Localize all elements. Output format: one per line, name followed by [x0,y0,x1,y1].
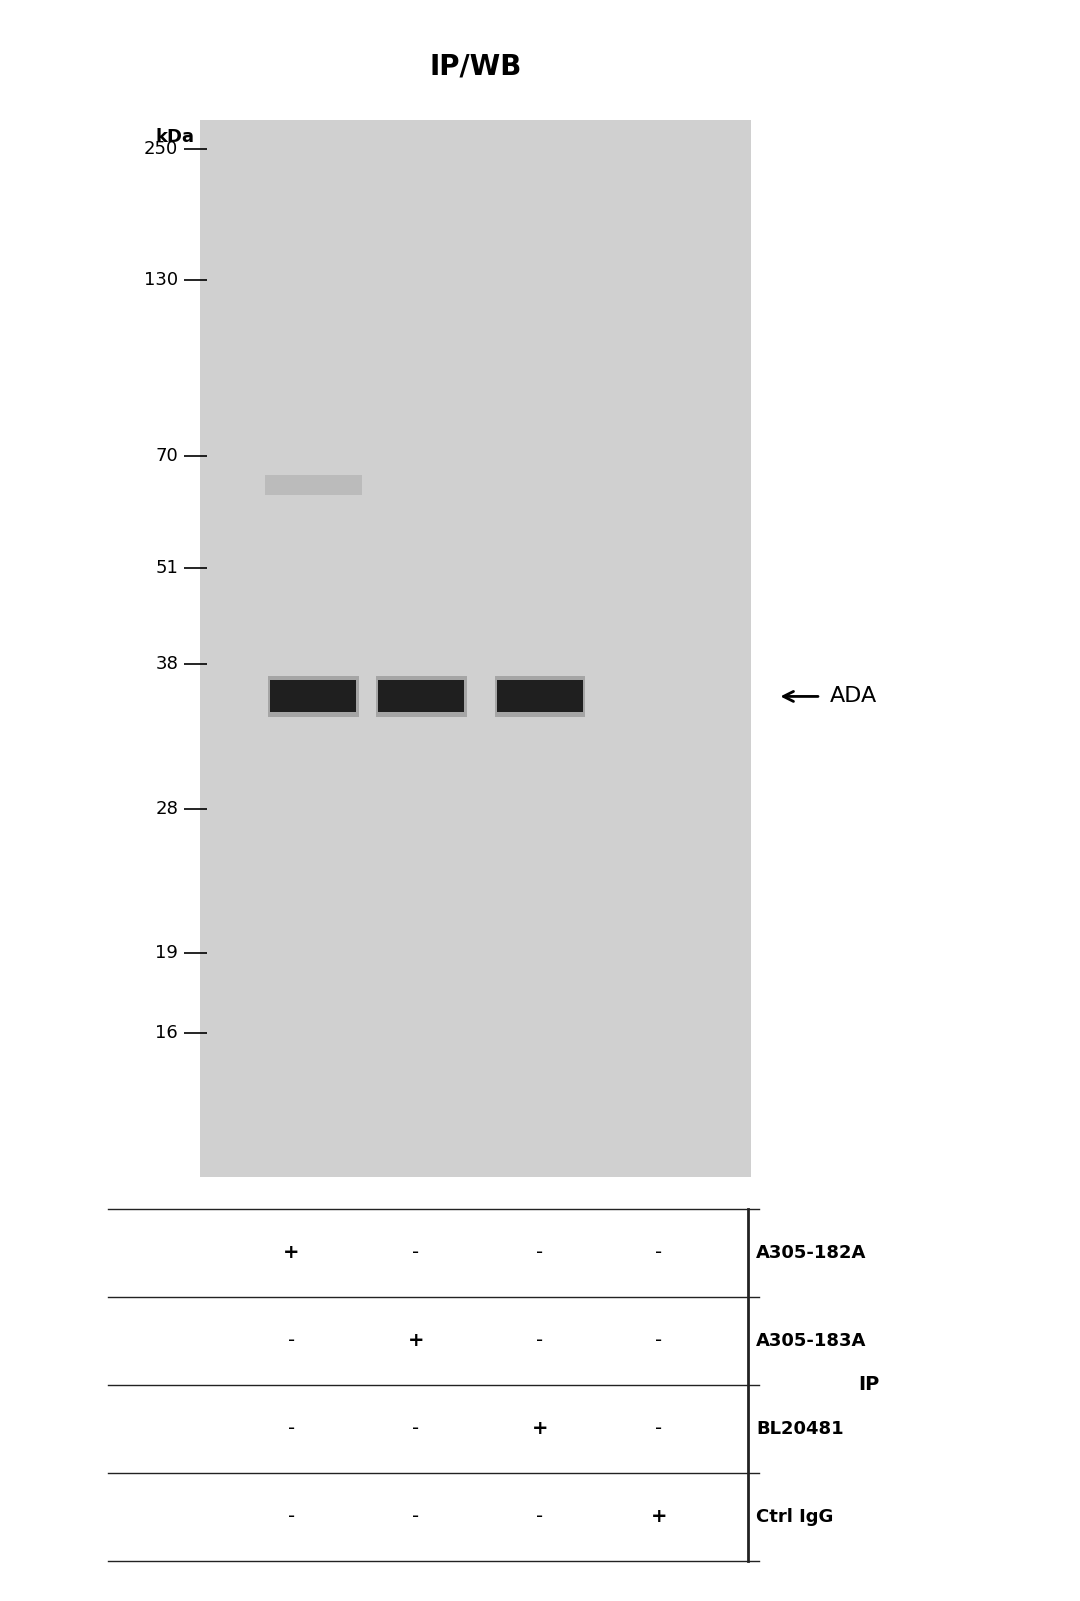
Text: IP: IP [859,1375,880,1394]
Text: IP/WB: IP/WB [429,53,522,80]
Text: kDa: kDa [156,128,194,146]
Text: -: - [656,1244,662,1262]
Text: -: - [413,1420,419,1438]
Text: 250: 250 [144,139,178,158]
Text: 28: 28 [156,799,178,818]
Text: 16: 16 [156,1023,178,1042]
Text: +: + [407,1332,424,1350]
Text: 70: 70 [156,447,178,466]
Bar [376,676,467,717]
Text: -: - [537,1508,543,1526]
Text: Ctrl IgG: Ctrl IgG [756,1508,834,1526]
Text: -: - [288,1332,295,1350]
Text: +: + [531,1420,549,1438]
Text: 19: 19 [156,943,178,962]
Text: 38: 38 [156,655,178,674]
Text: 130: 130 [144,271,178,290]
Text: +: + [283,1244,300,1262]
Text: -: - [288,1420,295,1438]
Bar [268,676,359,717]
Bar [200,120,751,1177]
Text: -: - [288,1508,295,1526]
Bar [270,680,356,712]
Bar [265,475,362,495]
Text: -: - [537,1244,543,1262]
Text: A305-182A: A305-182A [756,1244,866,1262]
Text: -: - [413,1244,419,1262]
Text: -: - [413,1508,419,1526]
Text: BL20481: BL20481 [756,1420,843,1438]
Text: A305-183A: A305-183A [756,1332,866,1350]
Text: +: + [650,1508,667,1526]
Bar [378,680,464,712]
Text: 51: 51 [156,559,178,578]
Bar [497,680,583,712]
Text: ADA: ADA [829,687,877,706]
Text: -: - [656,1332,662,1350]
Text: -: - [656,1420,662,1438]
Bar [495,676,585,717]
Text: -: - [537,1332,543,1350]
